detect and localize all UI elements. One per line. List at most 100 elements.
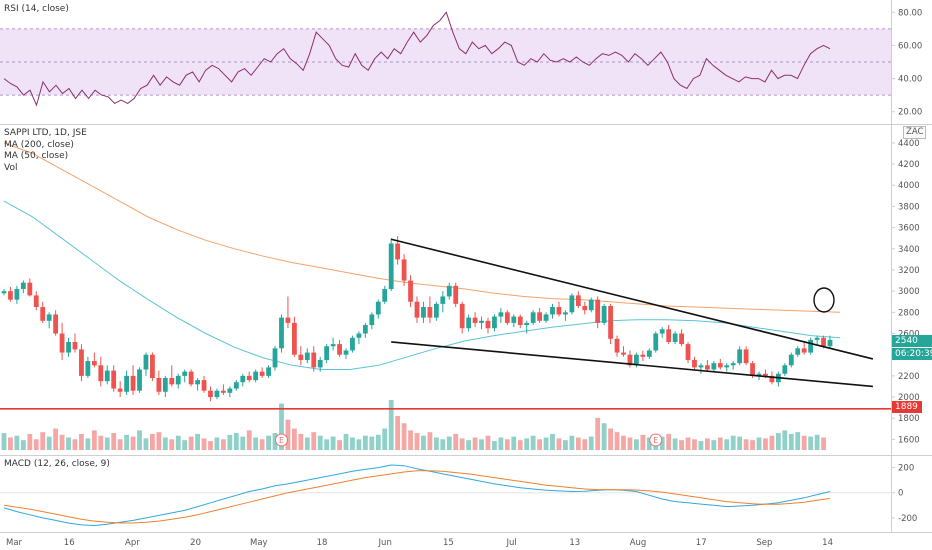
volume-bar bbox=[743, 439, 749, 450]
candle-body bbox=[672, 333, 678, 342]
candle-body bbox=[66, 341, 71, 353]
rsi-legend[interactable]: RSI (14, close) bbox=[4, 4, 69, 16]
volume-bar bbox=[175, 435, 181, 450]
volume-bar bbox=[582, 439, 588, 450]
macd-tick-label: -200 bbox=[898, 514, 917, 524]
currency-label[interactable]: ZAC bbox=[903, 126, 927, 139]
candle-body bbox=[298, 354, 304, 360]
volume-bar bbox=[208, 441, 213, 450]
candle-body bbox=[666, 329, 672, 342]
candle-body bbox=[214, 390, 220, 398]
price-tick-label: 3200 bbox=[898, 266, 920, 276]
candle-body bbox=[653, 333, 659, 351]
volume-bar bbox=[227, 434, 233, 450]
rsi-panel bbox=[0, 11, 891, 107]
volume-bar bbox=[317, 435, 323, 450]
volume-bar bbox=[640, 434, 646, 450]
candle-body bbox=[8, 291, 13, 300]
candle-body bbox=[195, 380, 200, 385]
volume-bar bbox=[704, 438, 710, 450]
candle-body bbox=[375, 301, 381, 315]
candle-body bbox=[130, 375, 136, 391]
volume-bar bbox=[453, 433, 459, 450]
volume-bar bbox=[408, 430, 413, 450]
time-tick-label: Mar bbox=[6, 538, 23, 548]
volume-bar bbox=[8, 437, 13, 450]
candle-body bbox=[621, 352, 626, 355]
time-tick-label: 20 bbox=[190, 538, 201, 548]
volume-bar bbox=[111, 433, 117, 450]
candle-body bbox=[266, 367, 271, 376]
candle-body bbox=[324, 346, 330, 360]
candle-body bbox=[769, 375, 775, 383]
candle-body bbox=[659, 329, 665, 334]
volume-bar bbox=[195, 433, 200, 450]
volume-bar bbox=[279, 403, 284, 450]
candle-body bbox=[453, 285, 459, 304]
candle-body bbox=[595, 299, 601, 323]
volume-bar bbox=[40, 432, 46, 450]
time-tick-label: 18 bbox=[317, 538, 328, 548]
candle-body bbox=[356, 333, 362, 338]
volume-bar bbox=[201, 438, 207, 450]
volume-bar bbox=[698, 441, 704, 450]
candle-body bbox=[737, 349, 743, 364]
candle-body bbox=[608, 305, 613, 339]
candle-body bbox=[156, 377, 162, 392]
candle-body bbox=[1, 291, 7, 294]
candle-body bbox=[208, 390, 213, 398]
volume-bar bbox=[801, 435, 807, 450]
volume-bar bbox=[20, 440, 26, 450]
volume-bar bbox=[588, 436, 594, 450]
volume-bar bbox=[446, 436, 452, 450]
candle-body bbox=[221, 390, 226, 393]
candle-body bbox=[627, 354, 633, 366]
candle-body bbox=[750, 363, 755, 376]
candle-body bbox=[679, 333, 684, 345]
candle-body bbox=[362, 325, 368, 334]
rsi-tick-label: 40.00 bbox=[898, 75, 922, 85]
volume-bar bbox=[782, 430, 788, 450]
volume-bar bbox=[169, 439, 175, 450]
candle-body bbox=[291, 322, 297, 355]
candle-body bbox=[446, 285, 452, 297]
candle-body bbox=[717, 363, 723, 368]
candle-body bbox=[730, 363, 736, 366]
candle-body bbox=[53, 314, 59, 334]
volume-bar bbox=[543, 437, 549, 450]
volume-bar bbox=[311, 432, 317, 450]
price-tick-label: 2200 bbox=[898, 372, 920, 382]
volume-bar bbox=[440, 439, 446, 450]
volume-bar bbox=[421, 435, 426, 450]
time-tick-label: 16 bbox=[64, 538, 75, 548]
volume-bar bbox=[298, 433, 304, 450]
candle-body bbox=[588, 299, 594, 311]
rsi-tick-label: 60.00 bbox=[898, 41, 922, 51]
volume-bar bbox=[33, 439, 39, 450]
volume-bar bbox=[427, 432, 433, 450]
candle-body bbox=[827, 339, 833, 347]
candle-body bbox=[201, 380, 207, 391]
macd-panel bbox=[0, 464, 891, 527]
volume-bar bbox=[343, 433, 349, 450]
volume-bar bbox=[401, 423, 407, 450]
volume-bar bbox=[808, 436, 814, 450]
volume-bar bbox=[1, 433, 7, 450]
candle-body bbox=[466, 317, 472, 329]
volume-bar bbox=[517, 440, 523, 450]
volume-bar bbox=[182, 440, 188, 450]
candle-body bbox=[111, 370, 117, 389]
candle-body bbox=[814, 337, 820, 340]
volume-bar bbox=[324, 439, 330, 450]
price-legend[interactable]: SAPPI LTD, 1D, JSE MA (200, close) MA (5… bbox=[4, 128, 87, 174]
candle-body bbox=[59, 333, 65, 353]
macd-legend[interactable]: MACD (12, 26, close, 9) bbox=[4, 459, 110, 471]
volume-bar bbox=[498, 437, 504, 450]
candle-body bbox=[317, 359, 323, 368]
candle-body bbox=[614, 338, 620, 353]
volume-bar bbox=[395, 416, 401, 450]
volume-bar bbox=[692, 439, 697, 450]
symbol-legend-label: SAPPI LTD, 1D, JSE bbox=[4, 128, 87, 138]
candle-body bbox=[724, 365, 730, 368]
volume-bar bbox=[511, 436, 517, 450]
